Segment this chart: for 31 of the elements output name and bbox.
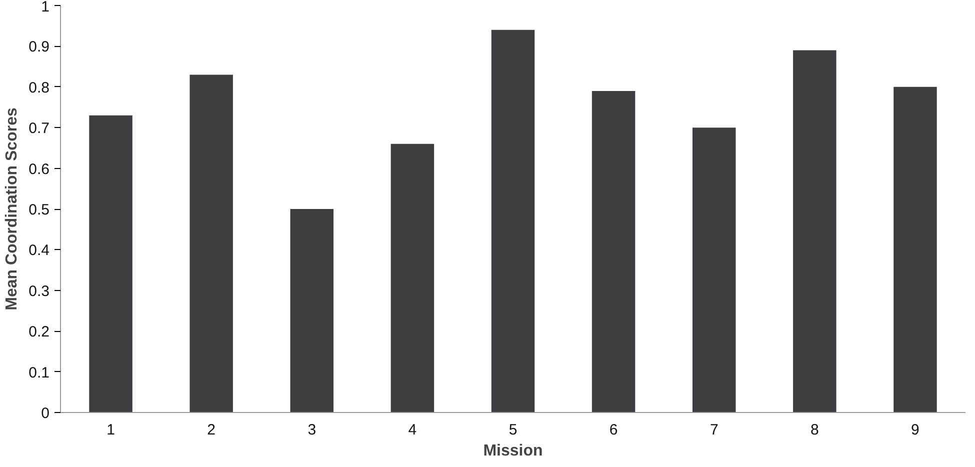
y-tick-label: 0.8 (28, 79, 50, 96)
y-tick-label: 0.3 (28, 282, 50, 300)
bar (89, 115, 132, 412)
y-tick-label: 0 (41, 405, 50, 422)
y-tick-label: 1 (41, 0, 50, 16)
x-tick-label: 3 (308, 422, 316, 438)
x-tick-label: 9 (911, 422, 920, 438)
bar (290, 209, 334, 412)
y-tick-label: 0.4 (28, 242, 50, 260)
y-tick-label: 0.6 (28, 160, 50, 178)
bar (692, 128, 736, 412)
y-tick-label: 0.2 (28, 324, 50, 341)
bar (894, 86, 937, 412)
x-tick-label: 5 (508, 422, 518, 438)
x-tick-label: 4 (408, 422, 417, 438)
x-axis-title: Mission (483, 442, 543, 460)
x-tick-label: 7 (710, 422, 718, 438)
x-tick-label: 6 (609, 422, 618, 438)
y-axis-title: Mean Coordination Scores (4, 108, 21, 310)
y-tick-label: 0.1 (28, 364, 50, 382)
x-tick-label: 2 (207, 422, 216, 438)
bar (390, 144, 434, 412)
bar (190, 74, 233, 412)
bar (491, 30, 535, 412)
y-tick-label: 0.9 (28, 38, 50, 56)
y-tick-label: 0.5 (28, 202, 50, 218)
bar (592, 90, 636, 412)
y-tick-label: 0.7 (28, 120, 50, 138)
x-tick-label: 1 (106, 422, 115, 438)
bar (793, 50, 836, 412)
x-tick-label: 8 (810, 422, 819, 438)
